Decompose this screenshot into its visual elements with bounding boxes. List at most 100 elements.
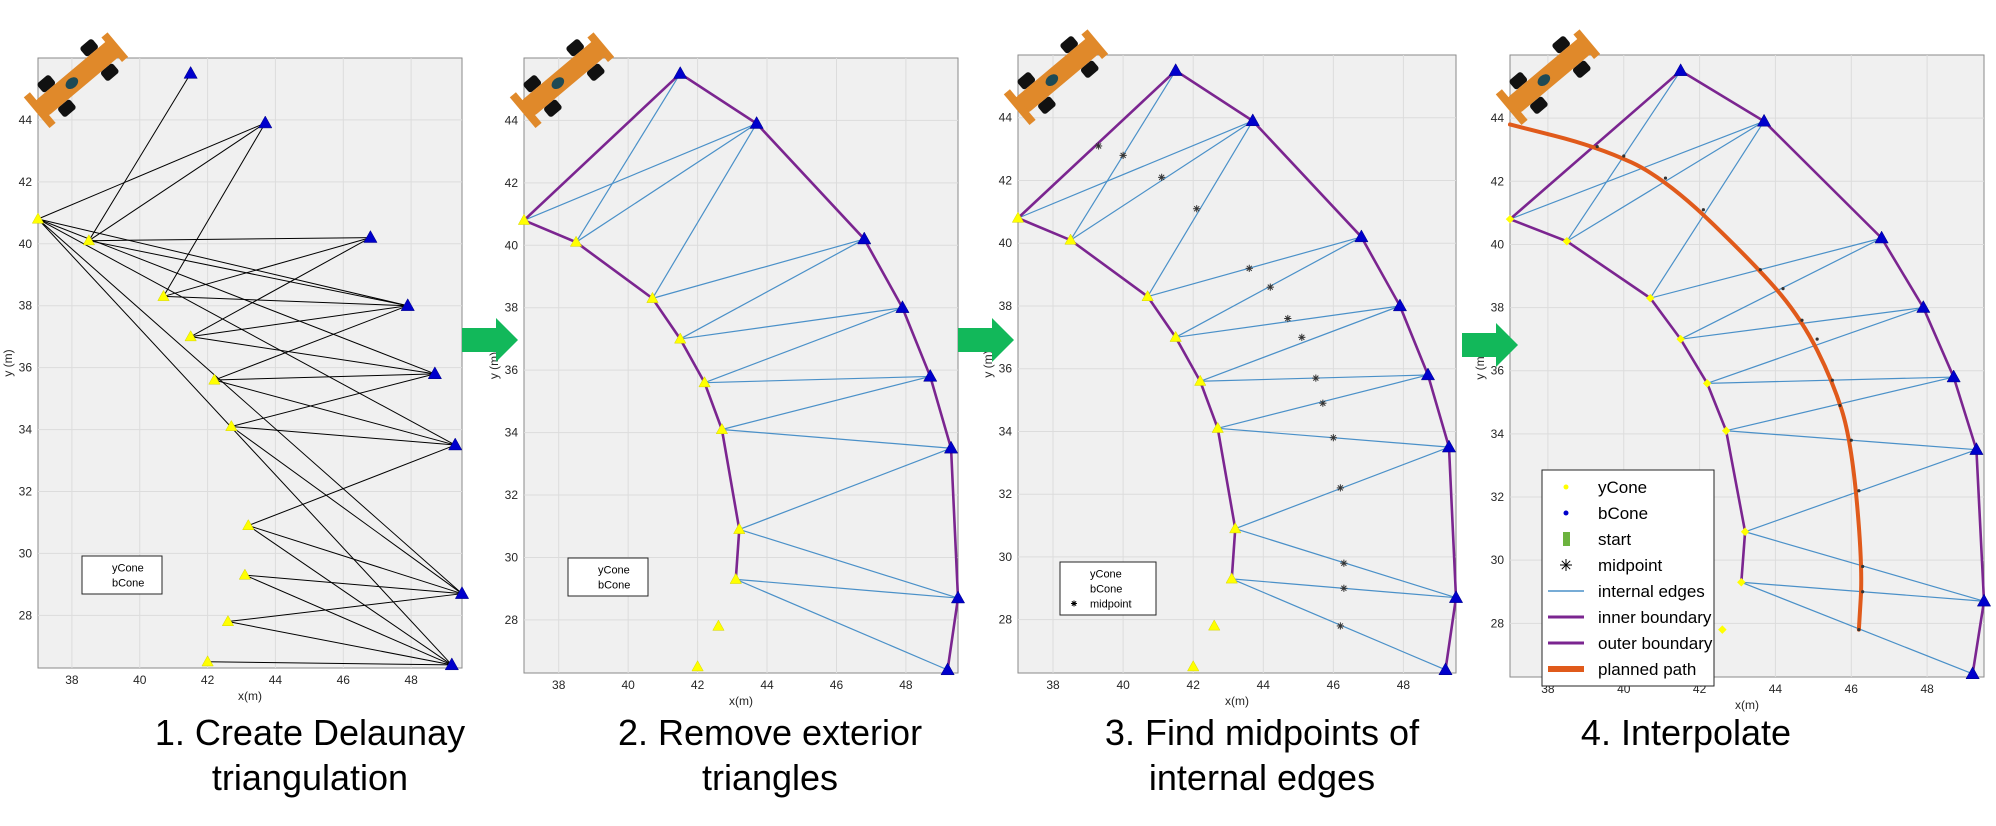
triangulation-edge [214,379,456,446]
midpoint-marker [1838,403,1842,408]
legend-entry: yCone [1563,478,1647,497]
midpoint-marker [1701,208,1705,212]
triangulation-edge [207,661,452,666]
triangulation-edge [244,574,453,666]
caption-step-1-line-1: 1. Create Delaunay [154,712,466,753]
blue-cone [183,65,198,79]
midpoint-markers [1094,142,1348,630]
legend-box [567,557,649,597]
inner-boundary [1509,217,1747,583]
internal-edge [651,123,758,299]
midpoint-marker [1336,484,1344,492]
blue-cone [940,662,955,676]
y-tick-label: 30 [999,550,1013,564]
midpoint-marker [1861,564,1865,569]
y-tick-label: 38 [19,299,33,313]
yellow-cone [242,519,255,531]
legend-label: inner boundary [1598,608,1712,627]
yellow-cone [1064,233,1077,245]
triangulation-edge [88,122,266,242]
internal-edge [739,528,959,599]
blue-cone [1420,367,1436,381]
legend-entry: midpoint [1560,556,1663,575]
blue-cone [454,586,470,599]
x-tick-label: 38 [65,673,79,687]
legend-label: internal edges [1598,582,1705,601]
y-tick-label: 30 [1491,553,1505,567]
yellow-cone [698,376,711,388]
yellow-cone [1229,522,1242,534]
internal-edge [575,123,757,243]
y-tick-label: 42 [505,176,519,190]
triangulation-edge [227,621,452,666]
y-tick-label: 36 [505,363,519,377]
internal-edge [1744,531,1985,602]
yellow-cone [1721,426,1731,435]
yellow-cone [1011,211,1025,223]
triangulation-edge [231,426,463,595]
car-wheel [100,63,119,81]
x-tick-label: 48 [1920,682,1934,696]
yellow-cone [1702,379,1712,388]
blue-cone [400,298,415,311]
legend: yCone bCone midpoint [1059,561,1157,616]
y-tick-label: 34 [1491,427,1505,441]
caption-step-3-line-2: internal edges [1148,757,1376,798]
car-wheel [80,39,98,57]
midpoint-marker [1849,438,1853,442]
legend-label: outer boundary [1598,634,1713,653]
blue-cone [1673,63,1688,76]
triangulation-edge [88,237,371,242]
car-rear-wing [1495,89,1528,126]
car-wheel [1080,60,1099,78]
cones [1011,63,1464,676]
legend-label: bCone [1598,504,1648,523]
x-tick-label: 40 [133,673,147,687]
right-arrow-icon [1462,323,1518,367]
internal-edge [735,578,948,671]
midpoint-marker [1336,622,1344,630]
blue-cone [895,300,910,313]
caption-step-3: 3. Find midpoints of internal edges [1032,710,1492,800]
triangulation-edge [214,373,435,381]
legend-label: bCone [598,580,630,592]
blue-cone [1916,300,1931,313]
race-car-icon [1003,29,1109,126]
midpoint-marker [1800,318,1804,322]
car-wheel [544,99,562,117]
yellow-cone [674,332,687,344]
panel-delaunay: 38 40 42 44 46 48 28 30 32 34 36 38 40 42 44 x(m) y (m) y… [1,32,470,703]
x-tick-label: 38 [552,678,566,692]
legend-marker-ycone [1563,484,1569,490]
x-tick-label: 42 [201,673,215,687]
x-tick-label: 44 [1769,682,1783,696]
internal-edge [680,307,903,340]
car-front-wing [1081,29,1109,59]
internal-edge [1509,120,1765,220]
yellow-cone [238,568,252,580]
yellow-cone [1718,625,1727,634]
legend-entry: yCone [112,563,144,575]
triangulation-edge [37,218,463,595]
triangulation-edge [37,122,266,220]
car-cockpit [1537,74,1551,87]
blue-cone [1392,298,1408,312]
legend-box [1059,561,1157,616]
car-wheel [523,75,542,93]
blue-cone [1438,662,1453,676]
blue-cone [1874,230,1889,244]
car-wheel [1572,60,1591,78]
midpoint-marker [1857,628,1861,632]
y-tick-label: 28 [999,613,1013,627]
step-arrows [462,318,1518,367]
car-body [35,40,121,116]
legend-label: midpoint [1090,599,1132,611]
legend-marker-midpoint [1071,600,1077,607]
yellow-cone [569,235,583,247]
y-tick-label: 36 [19,361,33,375]
yellow-cone [1646,293,1655,303]
y-tick-label: 44 [19,113,33,127]
yellow-cone [1169,330,1182,342]
car-front-wing [1573,29,1601,59]
